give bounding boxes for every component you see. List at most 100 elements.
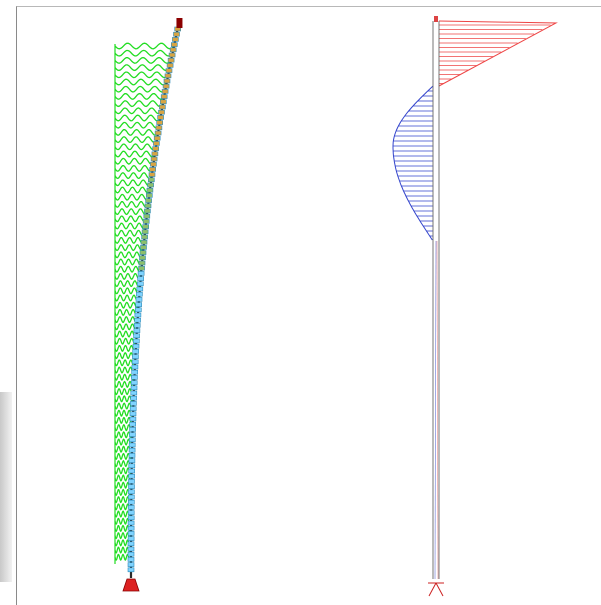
wave-load-line <box>114 280 141 288</box>
column-node <box>130 390 138 396</box>
top-triangular-diagram <box>438 20 558 87</box>
column-node <box>172 37 179 42</box>
wave-load-line <box>114 330 138 338</box>
column-node <box>128 458 136 463</box>
column-node <box>148 172 156 177</box>
column-node <box>166 63 174 68</box>
deformed-column-model[interactable] <box>114 18 183 592</box>
wave-load-line <box>114 445 133 453</box>
column-node <box>132 343 140 349</box>
column-node <box>132 354 139 359</box>
left-panel-edge[interactable] <box>0 392 12 582</box>
column-node <box>127 546 135 552</box>
column-node <box>128 484 135 489</box>
column-node <box>129 427 136 432</box>
column-node <box>136 291 143 297</box>
column-node <box>141 234 148 240</box>
column-node <box>161 89 169 94</box>
column-node <box>140 239 148 245</box>
wave-load-line <box>114 316 139 324</box>
wave-load-line <box>114 344 137 353</box>
column-node <box>138 265 145 271</box>
column-node <box>169 47 177 53</box>
wave-load-line <box>114 71 169 79</box>
wave-load-line <box>114 265 143 273</box>
wave-load-line <box>114 92 165 100</box>
wave-load-line <box>114 251 144 259</box>
column-outline <box>432 16 440 580</box>
column-node <box>149 167 156 172</box>
column-node <box>135 307 142 313</box>
wave-load-line <box>114 150 156 158</box>
column-node <box>129 406 137 411</box>
column-node <box>128 489 135 495</box>
column-node-chain <box>127 22 181 578</box>
column-node <box>140 245 147 250</box>
wave-load-line <box>114 208 148 216</box>
column-node <box>133 333 140 339</box>
column-node <box>128 453 136 458</box>
column-node <box>134 312 142 318</box>
column-node <box>160 94 168 99</box>
top-node-right <box>434 16 438 22</box>
column-node <box>168 52 176 58</box>
graphics-viewport[interactable] <box>16 6 601 605</box>
column-node <box>142 219 150 224</box>
axial-line <box>434 240 437 580</box>
wave-load-line <box>114 136 158 144</box>
column-node <box>127 567 135 573</box>
column-node <box>131 375 138 380</box>
column-node <box>135 297 143 302</box>
base-support-left[interactable] <box>122 578 140 592</box>
column-node <box>141 229 149 235</box>
wave-load-line <box>114 193 150 201</box>
column-node <box>129 421 136 427</box>
column-node <box>135 302 142 307</box>
support-symbol <box>428 582 444 597</box>
bulge-diagram <box>392 85 434 241</box>
wave-load-line <box>114 351 137 360</box>
wave-load-line <box>114 56 172 64</box>
wave-load-line <box>114 236 145 244</box>
top-node-marker[interactable] <box>176 18 183 28</box>
column-node <box>134 317 141 323</box>
column-node <box>128 447 136 453</box>
column-node <box>127 557 135 562</box>
column-node <box>144 203 152 209</box>
wave-load-line <box>114 215 148 223</box>
wave-load-line <box>114 143 157 151</box>
wave-load-line <box>114 481 133 489</box>
wave-load-line <box>114 222 147 230</box>
wave-load-line <box>114 323 138 331</box>
column-node <box>150 156 158 162</box>
wave-load-line <box>114 100 164 108</box>
bulge-diagram-outline <box>392 85 434 241</box>
column-node <box>127 551 135 557</box>
column-node <box>152 146 159 151</box>
column-node <box>131 369 138 375</box>
column-node <box>145 198 152 203</box>
column-node <box>130 395 137 401</box>
wave-load-line <box>114 229 146 237</box>
column-node <box>127 531 135 536</box>
column-node <box>138 260 146 266</box>
column-node <box>165 68 173 73</box>
support-block <box>122 578 140 592</box>
wave-load-line <box>114 121 160 129</box>
column-node <box>130 385 138 391</box>
column-node <box>162 83 170 89</box>
column-node <box>127 525 135 531</box>
model-canvas[interactable] <box>17 7 601 605</box>
wave-load-line <box>114 366 136 374</box>
column-node <box>129 432 136 437</box>
force-diagram-model[interactable] <box>392 16 558 597</box>
column-node <box>129 411 137 417</box>
wave-load-line <box>114 200 149 208</box>
column-node <box>136 286 144 292</box>
column-node <box>128 463 136 469</box>
column-node <box>153 141 160 146</box>
column-node <box>173 31 180 37</box>
base-support-right[interactable] <box>428 582 444 597</box>
column-node <box>137 276 144 281</box>
